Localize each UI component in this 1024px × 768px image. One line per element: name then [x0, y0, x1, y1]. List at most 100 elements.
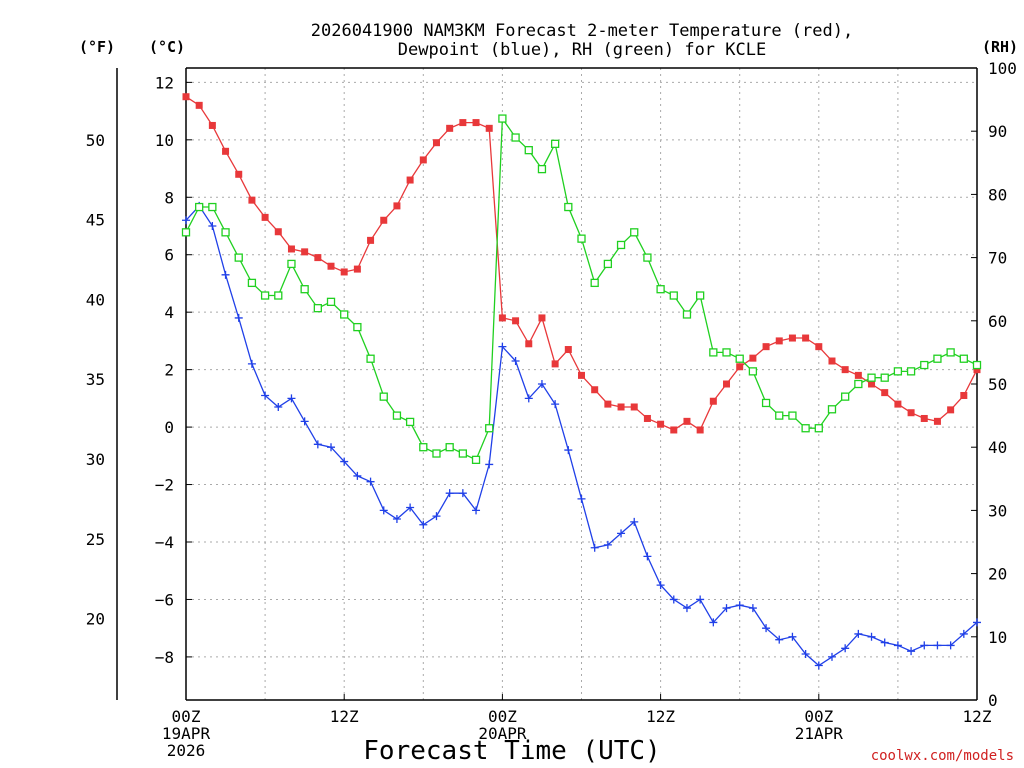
data-point — [235, 170, 243, 178]
data-point — [920, 360, 929, 370]
series-dewpoint — [182, 201, 981, 670]
data-point — [604, 400, 612, 408]
data-point — [801, 424, 810, 433]
data-point — [709, 397, 717, 405]
data-point — [669, 595, 678, 604]
data-point — [234, 253, 243, 262]
data-point — [287, 245, 295, 253]
data-point — [577, 234, 586, 243]
data-point — [538, 314, 546, 322]
rh-tick-label: 30 — [988, 501, 1007, 520]
data-point — [181, 228, 191, 237]
data-point — [578, 371, 585, 379]
data-point — [960, 391, 968, 399]
data-point — [590, 543, 599, 552]
x-tick-label: 00Z — [172, 707, 201, 726]
data-point — [525, 340, 533, 348]
data-point — [947, 406, 955, 414]
data-point — [828, 357, 836, 365]
x-tick-label: 12Z — [963, 707, 992, 726]
data-point — [432, 449, 441, 458]
data-point — [524, 146, 533, 155]
x-tick-label: 20APR — [478, 724, 527, 743]
data-point — [247, 278, 257, 288]
data-point — [485, 124, 493, 132]
fahrenheit-tick-label: 40 — [86, 290, 105, 309]
data-point — [696, 595, 705, 604]
data-point — [643, 414, 651, 422]
fahrenheit-tick-label: 45 — [86, 211, 105, 230]
data-point — [392, 411, 402, 420]
data-point — [788, 632, 797, 641]
x-tick-label: 12Z — [646, 707, 675, 726]
x-tick-label: 00Z — [488, 707, 517, 726]
data-point — [670, 426, 678, 434]
data-point — [788, 411, 797, 420]
data-point — [380, 216, 388, 224]
data-point — [590, 278, 599, 288]
data-point — [247, 359, 256, 368]
data-point — [498, 342, 507, 351]
data-point — [591, 386, 599, 394]
data-point — [472, 506, 481, 515]
data-point — [959, 354, 968, 363]
rh-tick-label: 80 — [988, 185, 1007, 204]
data-point — [749, 354, 757, 362]
fahrenheit-axis-unit: (°F) — [79, 38, 115, 56]
data-point — [815, 343, 823, 351]
data-point — [498, 314, 506, 322]
celsius-tick-label: 4 — [164, 303, 174, 322]
x-tick-label: 19APR — [162, 724, 211, 743]
data-point — [841, 392, 850, 401]
data-point — [393, 202, 401, 210]
data-point — [274, 291, 283, 300]
data-point — [353, 471, 362, 480]
data-point — [195, 202, 204, 212]
data-point — [603, 540, 612, 549]
celsius-tick-label: −4 — [155, 533, 174, 552]
data-point — [894, 400, 902, 408]
data-point — [367, 236, 375, 244]
data-point — [893, 641, 902, 650]
data-point — [366, 477, 375, 486]
data-point — [709, 348, 718, 357]
data-point — [643, 552, 652, 561]
data-point — [392, 515, 401, 524]
celsius-tick-label: −8 — [155, 648, 174, 667]
data-series — [181, 93, 982, 670]
data-point — [775, 337, 783, 345]
rh-tick-label: 100 — [988, 59, 1017, 78]
data-point — [260, 291, 270, 300]
data-point — [802, 334, 810, 342]
data-point — [814, 424, 823, 433]
data-point — [274, 402, 283, 411]
data-point — [603, 259, 613, 269]
data-point — [300, 285, 309, 294]
data-point — [564, 202, 573, 212]
data-point — [314, 254, 322, 262]
fahrenheit-tick-label: 25 — [86, 530, 105, 549]
data-point — [419, 156, 427, 164]
data-point — [657, 420, 665, 428]
series-relative-humidity — [181, 114, 982, 464]
data-point — [775, 411, 784, 420]
data-point — [366, 354, 375, 363]
data-point — [471, 455, 481, 464]
data-point — [564, 346, 572, 354]
celsius-tick-label: −6 — [155, 590, 174, 609]
data-point — [854, 371, 862, 379]
chart-title-line-1: 2026041900 NAM3KM Forecast 2-meter Tempe… — [311, 21, 853, 41]
celsius-tick-label: 0 — [164, 418, 174, 437]
rh-tick-label: 50 — [988, 375, 1007, 394]
celsius-tick-label: 10 — [155, 131, 174, 150]
data-point — [221, 228, 230, 237]
data-point — [880, 638, 889, 647]
data-point — [775, 635, 784, 644]
data-point — [326, 297, 336, 306]
data-point — [432, 139, 440, 147]
data-point — [459, 119, 467, 127]
data-point — [485, 460, 494, 469]
celsius-tick-label: 8 — [164, 188, 174, 207]
data-point — [933, 641, 942, 650]
